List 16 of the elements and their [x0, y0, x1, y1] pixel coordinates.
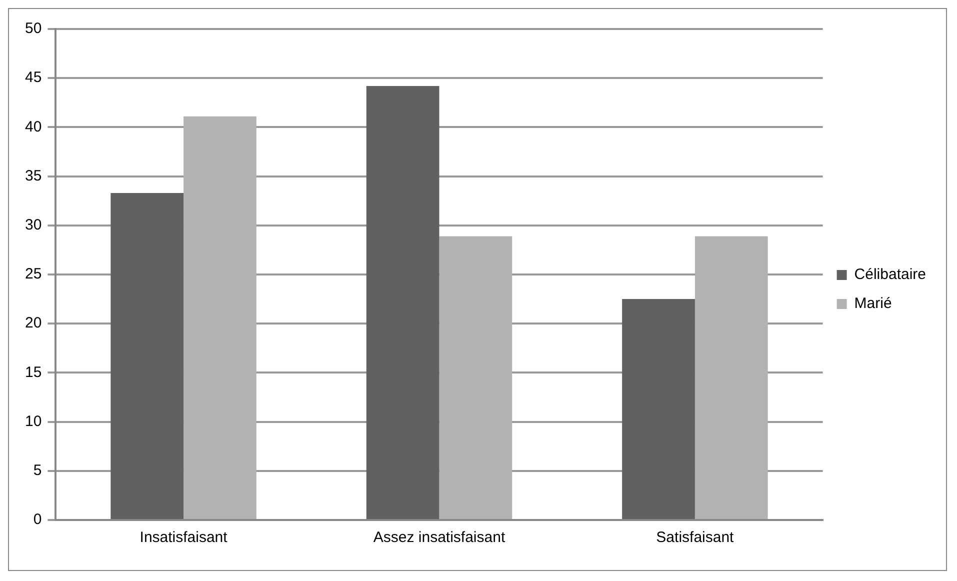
y-tick-label: 15 [24, 364, 42, 381]
y-tick-label: 35 [24, 167, 42, 184]
y-tick-label: 40 [24, 118, 42, 136]
y-tick-label: 20 [24, 314, 42, 332]
legend-label: Célibataire [854, 266, 926, 284]
x-tick-label: Assez insatisfaisant [373, 529, 506, 546]
y-tick-label: 50 [24, 20, 42, 38]
x-tick-label: Insatisfaisant [140, 529, 228, 546]
legend-label: Marié [854, 295, 892, 312]
x-tick-label: Satisfaisant [656, 529, 735, 546]
y-tick-label: 30 [24, 216, 42, 234]
y-tick-label: 5 [33, 462, 42, 480]
y-tick-label: 45 [24, 69, 42, 86]
y-tick-label: 25 [24, 266, 42, 283]
y-tick-label: 10 [24, 412, 42, 430]
y-tick-label: 0 [33, 511, 42, 528]
